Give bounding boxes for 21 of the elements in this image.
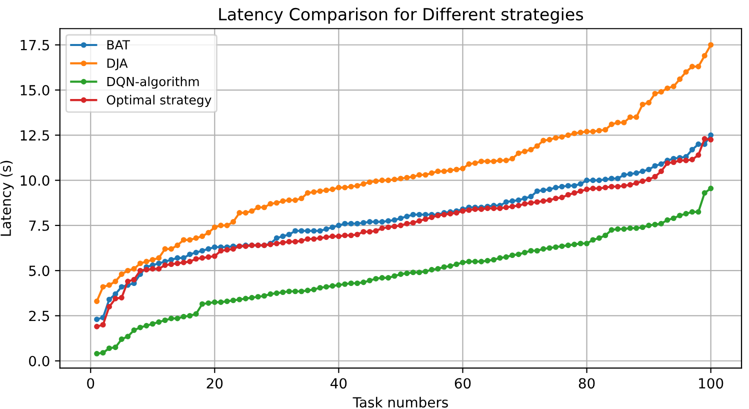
legend-label: DJA [107,58,128,70]
x-tick-label: 100 [699,378,724,389]
y-tick-label: 0.0 [29,356,50,366]
y-tick-label: 5.0 [29,266,50,276]
legend-label: BAT [107,40,130,50]
y-tick-label: 10.0 [20,175,50,186]
y-axis-title: Latency (s) [0,160,14,236]
y-tick-label: 12.5 [20,130,49,141]
x-tick-label: 20 [206,378,223,389]
x-tick-label: 80 [578,378,595,389]
y-tick-label: 17.5 [20,40,49,50]
legend-label: Optimal strategy [106,94,212,108]
x-axis-title: Task numbers [352,396,448,408]
x-tick-label: 60 [454,378,471,389]
x-tick-label: 40 [330,378,347,389]
y-tick-label: 2.5 [29,310,49,322]
chart-title: Latency Comparison for Different strategies [219,8,584,24]
legend-label: DQN-algorithm [107,76,199,89]
x-tick-label: 0 [87,378,94,389]
y-tick-label: 15.0 [20,84,50,96]
y-tick-label: 7.5 [29,220,49,231]
